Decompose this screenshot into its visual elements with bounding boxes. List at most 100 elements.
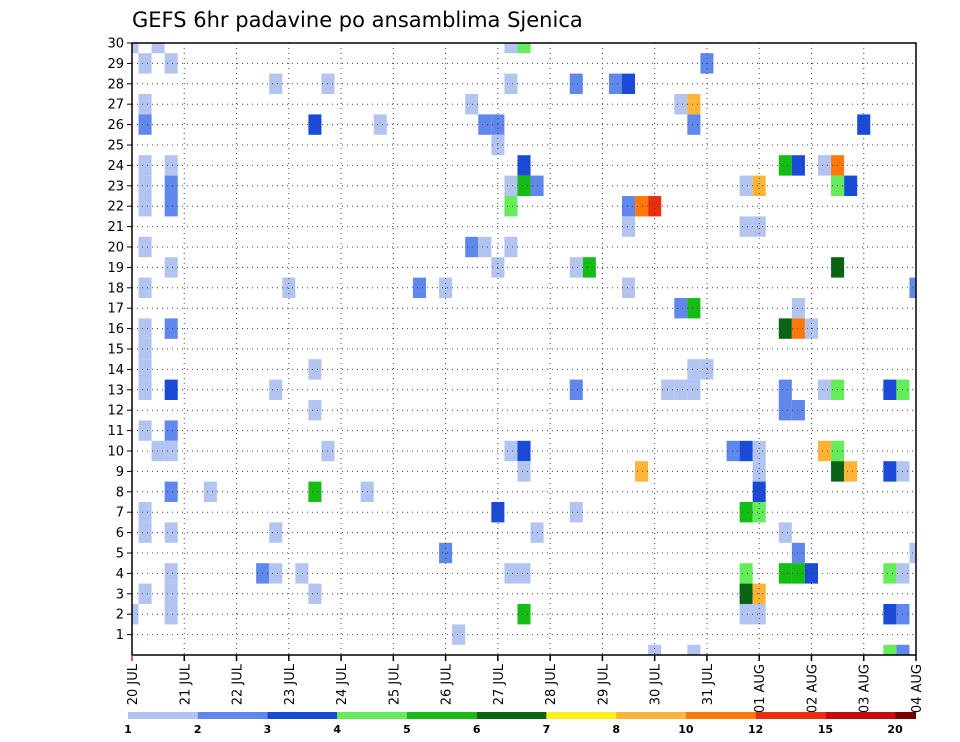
precip-cell bbox=[752, 175, 766, 196]
x-tick-label: 31 JUL bbox=[701, 663, 716, 705]
precip-cell bbox=[752, 481, 766, 502]
precip-cell bbox=[452, 624, 466, 645]
precip-cell bbox=[726, 440, 740, 462]
precip-cell bbox=[138, 522, 152, 543]
precip-cell bbox=[883, 604, 897, 625]
precip-cell bbox=[138, 94, 152, 115]
precip-cell bbox=[269, 73, 283, 94]
y-tick-label: 28 bbox=[107, 77, 124, 92]
precip-cell bbox=[138, 114, 152, 135]
precipitation-cells bbox=[132, 43, 916, 655]
y-tick-label: 16 bbox=[107, 322, 124, 337]
precip-cell bbox=[674, 94, 688, 115]
colorbar-label: 5 bbox=[403, 723, 411, 736]
precip-cell bbox=[687, 379, 701, 400]
precip-cell bbox=[203, 481, 217, 502]
precip-cell bbox=[752, 216, 766, 237]
precip-cell bbox=[504, 196, 518, 217]
precip-cell bbox=[739, 440, 753, 462]
precip-cell bbox=[791, 298, 805, 319]
precip-cell bbox=[791, 155, 805, 176]
precip-cell bbox=[269, 522, 283, 543]
precip-cell bbox=[752, 461, 766, 482]
precip-cell bbox=[308, 359, 322, 380]
precip-cell bbox=[778, 379, 792, 400]
y-tick-label: 7 bbox=[116, 506, 124, 521]
precip-cell bbox=[308, 481, 322, 502]
precip-cell bbox=[164, 379, 178, 400]
precip-cell bbox=[504, 73, 518, 94]
y-tick-label: 9 bbox=[116, 465, 124, 480]
y-tick-label: 25 bbox=[107, 139, 124, 154]
x-tick-label: 03 AUG bbox=[858, 664, 873, 713]
y-tick-label: 19 bbox=[107, 261, 124, 276]
x-tick-label: 23 JUL bbox=[283, 663, 298, 705]
y-tick-label: 2 bbox=[116, 608, 124, 623]
precip-cell bbox=[138, 420, 152, 441]
precip-cell bbox=[465, 236, 479, 258]
precip-cell bbox=[778, 318, 792, 339]
precip-cell bbox=[138, 175, 152, 196]
colorbar-label: 7 bbox=[543, 723, 551, 736]
colorbar-label: 6 bbox=[473, 723, 481, 736]
colorbar-label: 2 bbox=[194, 723, 202, 736]
x-tick-label: 01 AUG bbox=[753, 664, 768, 713]
x-tick-label: 29 JUL bbox=[596, 663, 611, 705]
y-tick-label: 8 bbox=[116, 485, 124, 500]
precip-cell bbox=[896, 644, 910, 655]
precip-cell bbox=[818, 155, 832, 176]
precip-cell bbox=[151, 43, 165, 54]
precip-cell bbox=[138, 379, 152, 400]
precip-cell bbox=[132, 604, 139, 625]
precip-cell bbox=[478, 236, 492, 258]
colorbar-swatch bbox=[267, 712, 338, 719]
precip-cell bbox=[791, 318, 805, 339]
precip-cell bbox=[752, 440, 766, 462]
x-axis: 20 JUL 21 JUL 22 JUL 23 JUL 24 JUL 25 JUL 26 J… bbox=[126, 655, 925, 713]
precip-cell bbox=[569, 502, 583, 523]
precip-cell bbox=[778, 400, 792, 421]
precip-cell bbox=[687, 94, 701, 115]
precip-cell bbox=[635, 461, 649, 482]
precip-cell bbox=[700, 359, 714, 380]
y-tick-label: 24 bbox=[107, 159, 124, 174]
precip-cell bbox=[164, 155, 178, 176]
x-tick-label: 25 JUL bbox=[387, 663, 402, 705]
precip-cell bbox=[778, 522, 792, 543]
precip-cell bbox=[791, 563, 805, 584]
x-tick-label: 28 JUL bbox=[544, 663, 559, 705]
precip-cell bbox=[138, 155, 152, 176]
precip-cell bbox=[778, 563, 792, 584]
colorbar-label: 10 bbox=[678, 723, 694, 736]
precip-cell bbox=[778, 155, 792, 176]
precip-cell bbox=[883, 461, 897, 482]
colorbar-swatch bbox=[755, 712, 826, 719]
y-tick-label: 26 bbox=[107, 118, 124, 133]
precip-cell bbox=[687, 359, 701, 380]
precip-cell bbox=[818, 440, 832, 462]
x-tick-label: 24 JUL bbox=[335, 663, 350, 705]
precip-cell bbox=[608, 73, 622, 94]
colorbar-swatch bbox=[337, 712, 407, 719]
precip-cell bbox=[138, 236, 152, 258]
grid-lines bbox=[132, 43, 916, 655]
precip-cell bbox=[373, 114, 387, 135]
precip-cell bbox=[635, 196, 649, 217]
precip-cell bbox=[857, 114, 871, 135]
x-tick-label: 02 AUG bbox=[805, 664, 820, 713]
colorbar-label: 20 bbox=[887, 723, 903, 736]
x-tick-label: 20 JUL bbox=[126, 663, 141, 705]
y-tick-label: 13 bbox=[107, 383, 124, 398]
precip-cell bbox=[622, 73, 636, 94]
y-tick-label: 14 bbox=[107, 363, 124, 378]
colorbar-swatch bbox=[406, 712, 477, 719]
y-tick-label: 3 bbox=[116, 587, 124, 602]
y-tick-label: 10 bbox=[107, 445, 124, 460]
colorbar-label: 3 bbox=[264, 723, 272, 736]
precip-cell bbox=[439, 277, 453, 298]
x-tick-label: 30 JUL bbox=[649, 663, 664, 705]
precip-cell bbox=[164, 196, 178, 217]
colorbar-swatch bbox=[825, 712, 896, 719]
precip-cell bbox=[164, 522, 178, 543]
precip-cell bbox=[132, 43, 139, 54]
